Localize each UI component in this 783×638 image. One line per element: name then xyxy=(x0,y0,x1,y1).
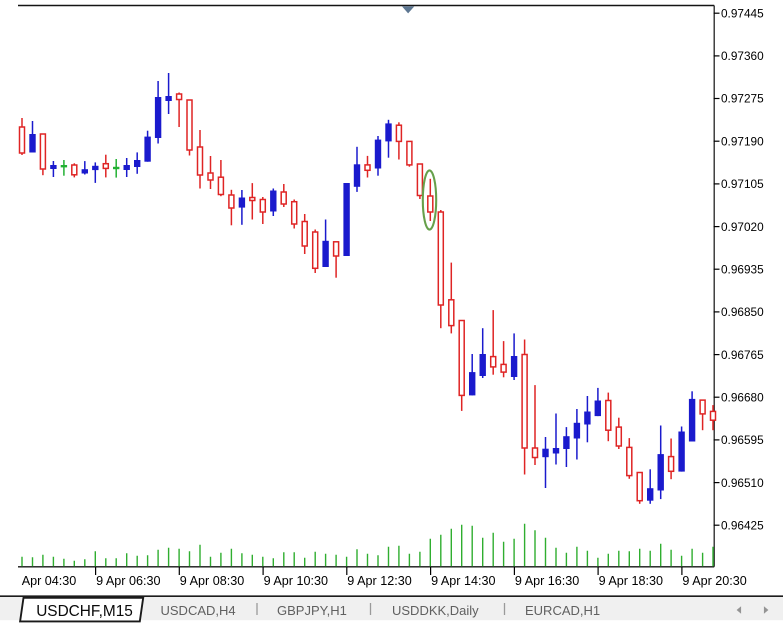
svg-text:0.97105: 0.97105 xyxy=(721,177,764,191)
svg-text:0.97360: 0.97360 xyxy=(721,49,764,63)
svg-text:9 Apr 18:30: 9 Apr 18:30 xyxy=(599,574,663,588)
svg-text:EURCAD,H1: EURCAD,H1 xyxy=(525,603,600,618)
svg-text:0.96765: 0.96765 xyxy=(721,348,764,362)
svg-text:9 Apr 14:30: 9 Apr 14:30 xyxy=(431,574,495,588)
svg-text:Apr 04:30: Apr 04:30 xyxy=(22,574,77,588)
svg-text:0.97445: 0.97445 xyxy=(721,6,764,20)
svg-text:0.96425: 0.96425 xyxy=(721,518,764,532)
svg-text:0.97190: 0.97190 xyxy=(721,134,764,148)
svg-text:9 Apr 12:30: 9 Apr 12:30 xyxy=(347,574,411,588)
svg-text:9 Apr 08:30: 9 Apr 08:30 xyxy=(180,574,244,588)
svg-text:0.96510: 0.96510 xyxy=(721,476,764,490)
svg-text:9 Apr 20:30: 9 Apr 20:30 xyxy=(682,574,746,588)
svg-text:9 Apr 10:30: 9 Apr 10:30 xyxy=(264,574,328,588)
svg-text:0.96850: 0.96850 xyxy=(721,305,764,319)
svg-text:0.96935: 0.96935 xyxy=(721,262,764,276)
svg-text:GBPJPY,H1: GBPJPY,H1 xyxy=(277,603,347,618)
svg-text:USDCHF,M15: USDCHF,M15 xyxy=(36,603,133,620)
svg-text:0.97020: 0.97020 xyxy=(721,220,764,234)
svg-text:USDCAD,H4: USDCAD,H4 xyxy=(161,603,236,618)
svg-text:0.96680: 0.96680 xyxy=(721,390,764,404)
svg-text:0.97275: 0.97275 xyxy=(721,92,764,106)
svg-text:9 Apr 06:30: 9 Apr 06:30 xyxy=(96,574,160,588)
svg-text:USDDKK,Daily: USDDKK,Daily xyxy=(392,603,479,618)
svg-text:9 Apr 16:30: 9 Apr 16:30 xyxy=(515,574,579,588)
svg-text:0.96595: 0.96595 xyxy=(721,433,764,447)
